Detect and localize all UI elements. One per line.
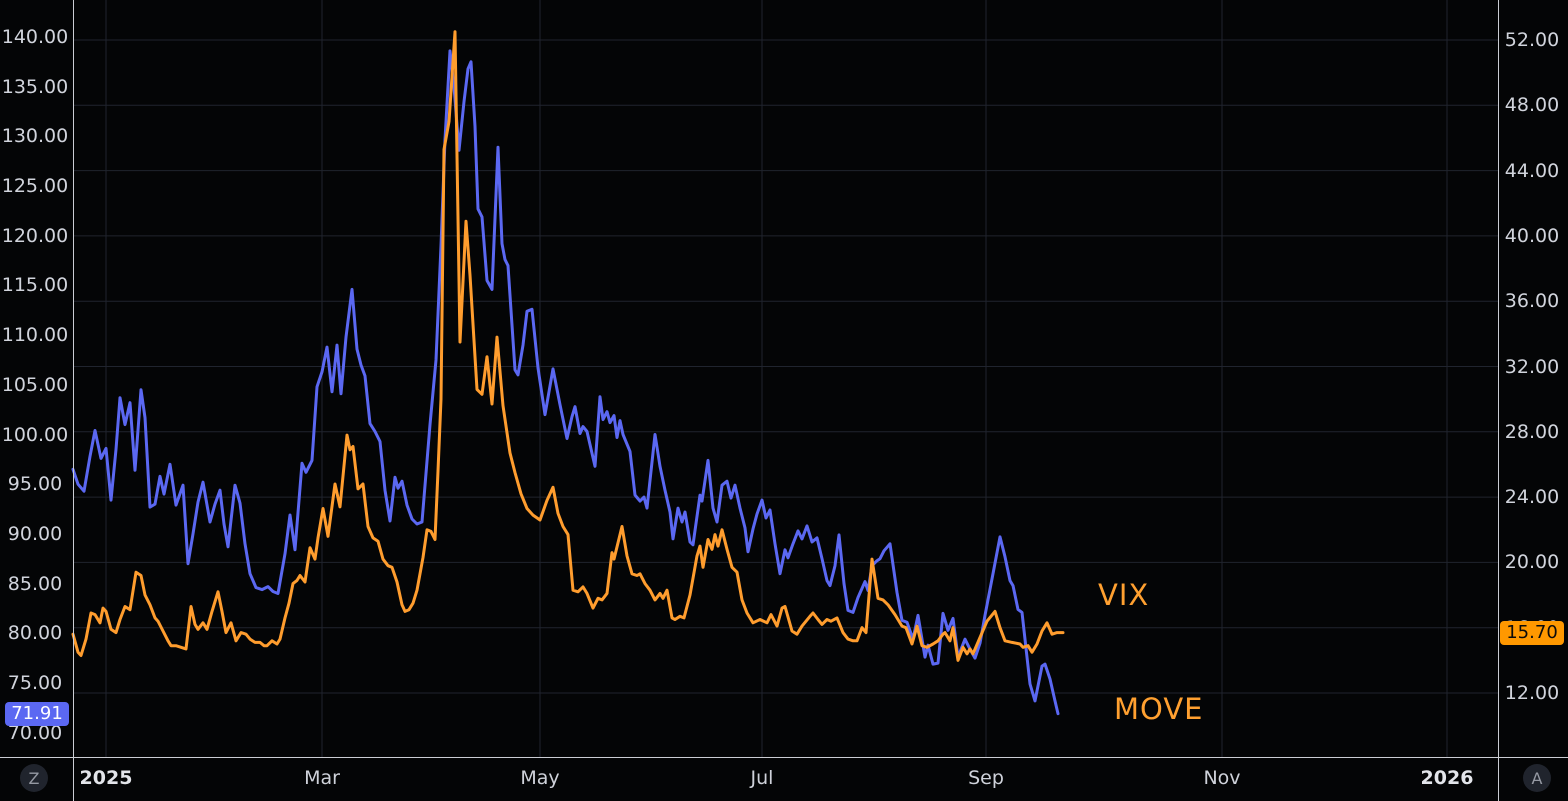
move-series-label[interactable]: MOVE bbox=[1114, 692, 1204, 726]
right-axis-tick-label: 52.00 bbox=[1504, 29, 1560, 51]
left-axis-tick-label: 110.00 bbox=[1, 324, 69, 347]
move-series-line[interactable] bbox=[71, 49, 1060, 716]
right-axis-tick-label: 48.00 bbox=[1504, 94, 1560, 117]
left-axis-tick-label: 115.00 bbox=[1, 274, 69, 297]
vix-series-label[interactable]: VIX bbox=[1098, 578, 1150, 612]
left-axis-tick-label: 105.00 bbox=[1, 373, 69, 396]
time-axis-tick-label: 2025 bbox=[79, 767, 133, 789]
left-axis-tick-label: 125.00 bbox=[1, 175, 69, 198]
vix-series-line[interactable] bbox=[71, 30, 1065, 662]
right-axis-tick-label: 40.00 bbox=[1504, 224, 1560, 247]
left-axis-tick-label: 130.00 bbox=[1, 125, 69, 148]
right-axis-tick-label: 32.00 bbox=[1504, 355, 1560, 378]
time-axis-tick-label: Jul bbox=[750, 767, 774, 789]
left-axis-tick-label: 135.00 bbox=[1, 75, 69, 98]
left-axis-tick-label: 75.00 bbox=[7, 671, 63, 694]
right-axis-tick-label: 20.00 bbox=[1504, 551, 1560, 574]
move-last-price-badge: 71.91 bbox=[5, 701, 69, 726]
timezone-button[interactable]: Z bbox=[20, 764, 48, 792]
left-axis-tick-label: 140.00 bbox=[1, 26, 69, 48]
time-axis-tick-label: Sep bbox=[968, 767, 1004, 789]
left-price-scale[interactable]: 140.00 135.00 130.00 125.00 120.00 115.00 110.… bbox=[0, 0, 73, 757]
time-axis-tick-label: Nov bbox=[1203, 767, 1241, 789]
left-axis-tick-label: 120.00 bbox=[1, 224, 69, 247]
right-axis-tick-label: 12.00 bbox=[1504, 682, 1560, 704]
left-axis-tick-label: 85.00 bbox=[7, 572, 63, 595]
right-axis-tick-label: 36.00 bbox=[1504, 290, 1560, 313]
left-axis-tick-label: 80.00 bbox=[7, 622, 63, 645]
vix-last-price-badge: 15.70 bbox=[1500, 620, 1564, 645]
left-axis-tick-label: 100.00 bbox=[1, 423, 69, 446]
auto-scale-button[interactable]: A bbox=[1523, 764, 1551, 792]
time-scale[interactable]: 2025 Mar May Jul Sep Nov 2026 bbox=[0, 757, 1568, 801]
right-axis-tick-label: 28.00 bbox=[1504, 420, 1560, 443]
series-lines bbox=[71, 30, 1065, 716]
time-axis-tick-label: Mar bbox=[304, 767, 340, 789]
time-axis-tick-label: 2026 bbox=[1420, 767, 1474, 789]
left-axis-tick-label: 70.00 bbox=[7, 721, 63, 744]
left-axis-tick-label: 95.00 bbox=[7, 473, 63, 496]
time-axis-tick-label: May bbox=[520, 767, 560, 789]
right-axis-tick-label: 24.00 bbox=[1504, 486, 1560, 509]
right-axis-tick-label: 44.00 bbox=[1504, 159, 1560, 182]
grid bbox=[73, 0, 1498, 757]
left-axis-tick-label: 90.00 bbox=[7, 522, 63, 545]
